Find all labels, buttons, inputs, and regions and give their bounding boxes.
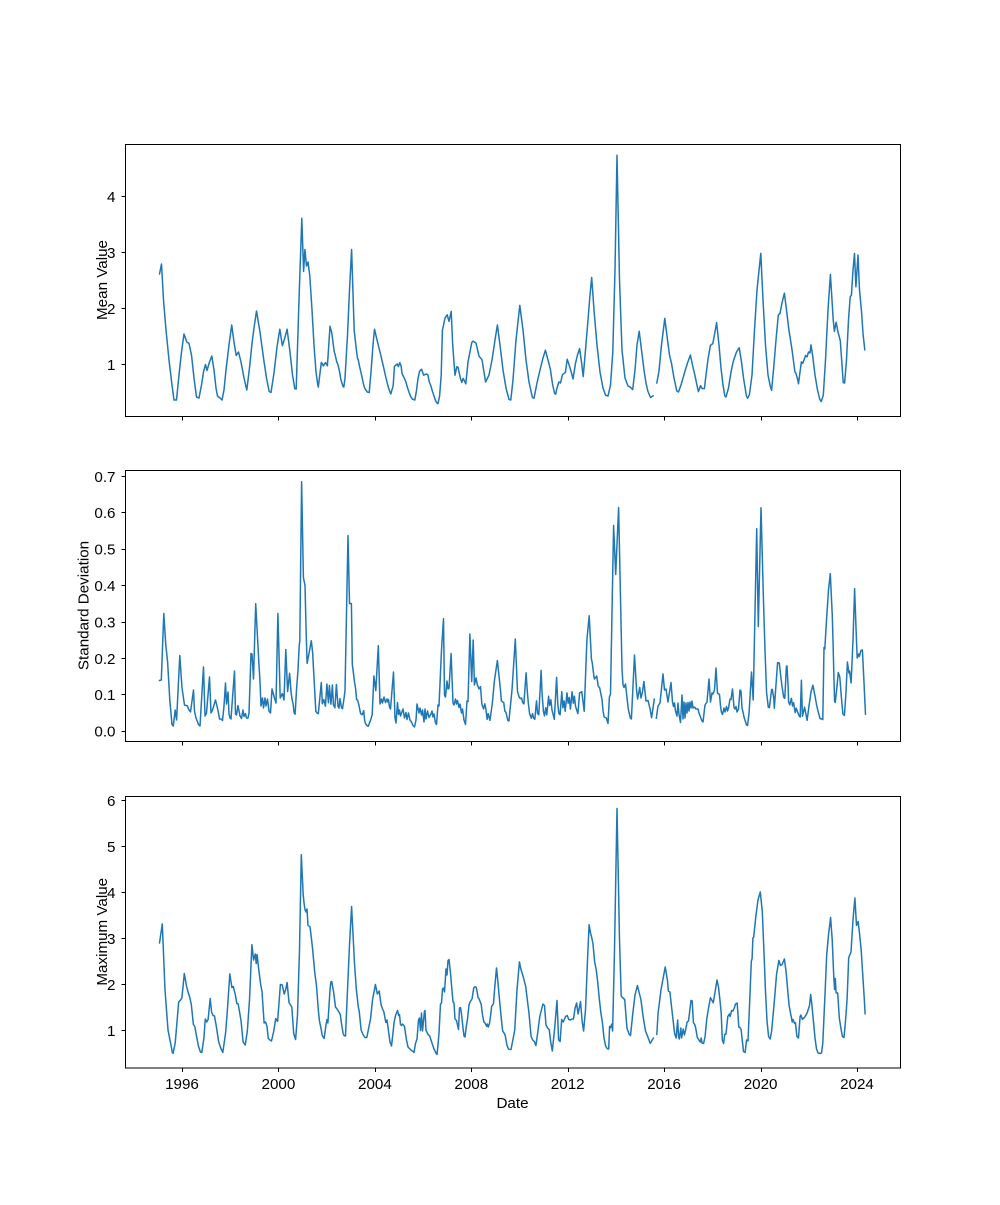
svg-text:Date: Date <box>496 1095 528 1112</box>
svg-text:0.2: 0.2 <box>94 651 115 668</box>
svg-text:4: 4 <box>107 189 115 206</box>
svg-text:5: 5 <box>107 839 115 856</box>
svg-text:6: 6 <box>107 793 115 810</box>
svg-text:2: 2 <box>107 301 115 318</box>
svg-text:Standard Deviation: Standard Deviation <box>76 541 93 670</box>
svg-text:2016: 2016 <box>647 1076 681 1093</box>
svg-text:1: 1 <box>107 357 115 374</box>
svg-text:0.7: 0.7 <box>94 469 115 486</box>
svg-text:2008: 2008 <box>454 1076 488 1093</box>
svg-text:0.0: 0.0 <box>94 724 115 741</box>
svg-text:1996: 1996 <box>165 1076 199 1093</box>
svg-text:2004: 2004 <box>358 1076 392 1093</box>
svg-text:2020: 2020 <box>744 1076 778 1093</box>
svg-text:0.4: 0.4 <box>94 578 115 595</box>
svg-text:0.5: 0.5 <box>94 542 115 559</box>
svg-text:4: 4 <box>107 885 115 902</box>
svg-text:Mean Value: Mean Value <box>94 240 111 320</box>
svg-text:3: 3 <box>107 245 115 262</box>
svg-text:1: 1 <box>107 1023 115 1040</box>
svg-text:3: 3 <box>107 931 115 948</box>
svg-text:0.3: 0.3 <box>94 614 115 631</box>
svg-text:2: 2 <box>107 977 115 994</box>
svg-text:2012: 2012 <box>551 1076 585 1093</box>
svg-text:Maximum Value: Maximum Value <box>94 878 111 986</box>
svg-text:2000: 2000 <box>262 1076 296 1093</box>
svg-text:2024: 2024 <box>840 1076 874 1093</box>
svg-text:0.6: 0.6 <box>94 505 115 522</box>
svg-text:0.1: 0.1 <box>94 687 115 704</box>
